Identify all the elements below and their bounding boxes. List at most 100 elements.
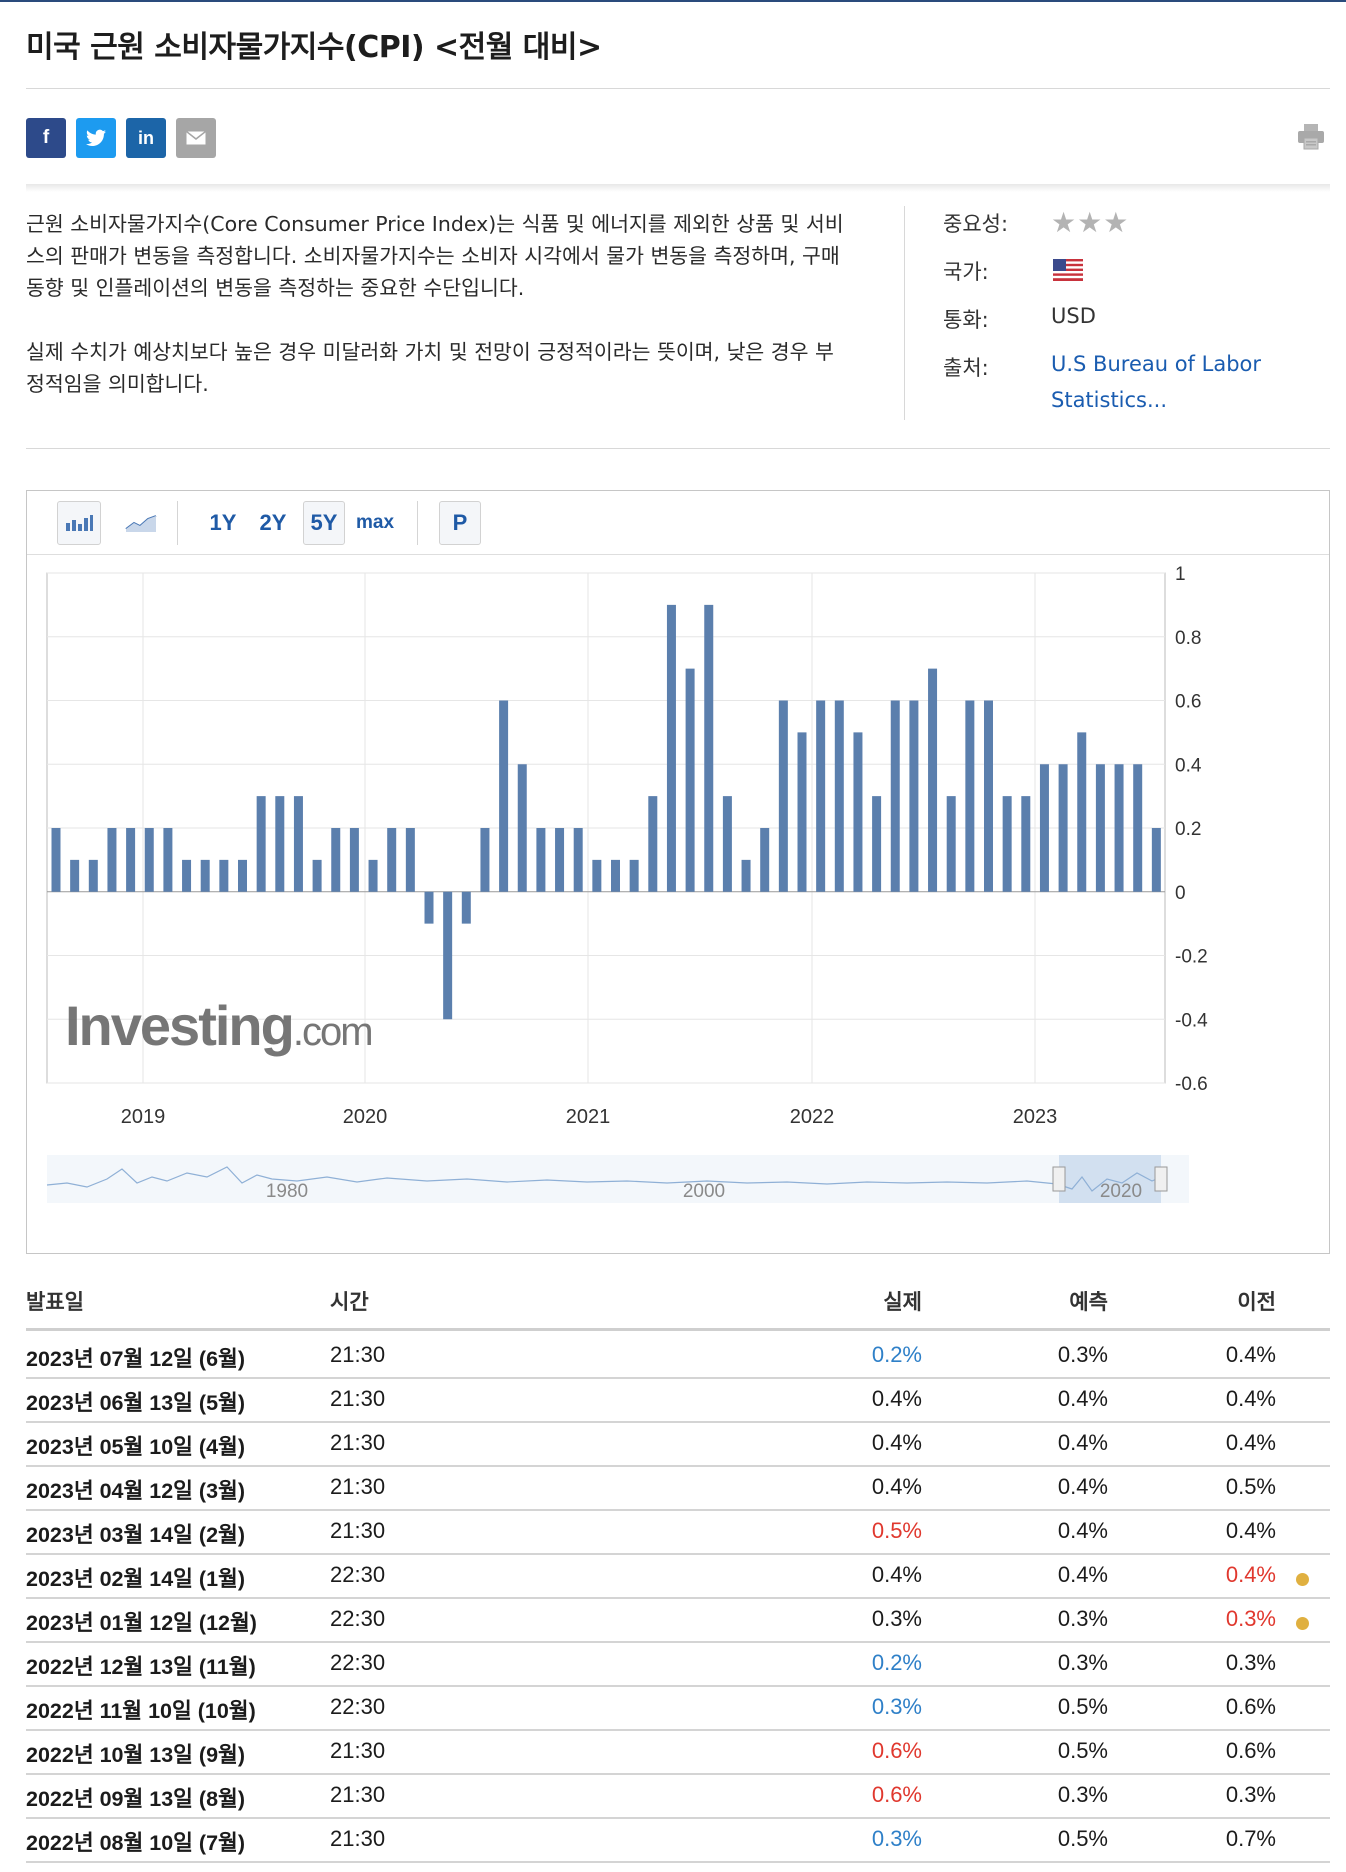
release-time-cell: 22:30 (330, 1694, 386, 1719)
bar[interactable] (965, 700, 975, 892)
bars (51, 604, 1161, 1020)
bar[interactable] (219, 859, 229, 892)
bar[interactable] (592, 859, 602, 892)
bar[interactable] (517, 764, 527, 892)
bar[interactable] (256, 796, 266, 892)
bar[interactable] (200, 859, 210, 892)
bar[interactable] (368, 859, 378, 892)
bar[interactable] (182, 859, 192, 892)
bar[interactable] (834, 700, 844, 892)
bar[interactable] (107, 828, 117, 892)
bar[interactable] (741, 859, 751, 892)
source-link-line: U.S Bureau of Labor (1051, 352, 1262, 376)
bar[interactable] (1058, 764, 1068, 892)
facebook-share-button[interactable]: f (26, 118, 66, 158)
bar[interactable] (778, 700, 788, 892)
toolbar-separator (417, 501, 418, 545)
previous-value-cell: 0.6% (1225, 1694, 1276, 1719)
bar[interactable] (238, 859, 247, 892)
bar[interactable] (443, 891, 453, 1020)
bar[interactable] (88, 859, 98, 892)
navigator-year-label: 1980 (266, 1181, 308, 1202)
bar-chart-button[interactable] (57, 501, 101, 545)
bar[interactable] (872, 796, 882, 892)
range-1y-button[interactable]: 1Y (209, 510, 237, 535)
navigator-handle-left[interactable] (1052, 1166, 1066, 1192)
bar[interactable] (424, 891, 434, 924)
range-max-button[interactable]: max (355, 512, 395, 533)
bar[interactable] (984, 700, 993, 892)
bar[interactable] (1021, 796, 1031, 892)
bar[interactable] (1039, 764, 1049, 892)
printer-icon[interactable] (1296, 122, 1326, 152)
revised-indicator-icon[interactable] (1296, 1617, 1309, 1630)
bar[interactable] (685, 668, 695, 892)
bar[interactable] (1095, 764, 1105, 892)
source-link[interactable]: U.S Bureau of Labor Statistics... (1051, 346, 1261, 418)
p-button[interactable]: P (439, 501, 481, 545)
bar[interactable] (629, 859, 639, 892)
revised-indicator-icon[interactable] (1296, 1573, 1309, 1586)
bar[interactable] (349, 828, 359, 892)
bar[interactable] (163, 828, 173, 892)
bar[interactable] (51, 828, 61, 892)
y-tick-label: -0.2 (1175, 947, 1208, 968)
bar[interactable] (480, 828, 490, 892)
linkedin-share-button[interactable]: in (126, 118, 166, 158)
bar[interactable] (890, 700, 900, 892)
bar[interactable] (1077, 732, 1087, 892)
email-share-button[interactable] (176, 118, 216, 158)
bar[interactable] (722, 796, 732, 892)
bar[interactable] (704, 604, 714, 892)
range-2y-button[interactable]: 2Y (259, 510, 287, 535)
bar[interactable] (70, 859, 80, 892)
col-header-forecast[interactable]: 예측 (1069, 1290, 1108, 1314)
bar[interactable] (797, 732, 807, 892)
bar[interactable] (666, 604, 676, 892)
col-header-previous[interactable]: 이전 (1237, 1290, 1276, 1314)
bar[interactable] (928, 668, 938, 892)
bar[interactable] (312, 859, 322, 892)
bar[interactable] (461, 891, 471, 924)
bar[interactable] (144, 828, 154, 892)
bar[interactable] (648, 796, 658, 892)
release-time-cell: 22:30 (330, 1562, 386, 1587)
twitter-share-button[interactable] (76, 118, 116, 158)
bar[interactable] (536, 828, 546, 892)
bar[interactable] (946, 796, 956, 892)
email-icon (186, 131, 206, 145)
bar[interactable] (1114, 764, 1124, 892)
bar[interactable] (126, 828, 136, 892)
bar[interactable] (293, 796, 303, 892)
indicator-description: 근원 소비자물가지수(Core Consumer Price Index)는 식… (26, 208, 846, 400)
col-header-actual[interactable]: 실제 (883, 1290, 922, 1314)
bar[interactable] (499, 700, 509, 892)
navigator-handle-right[interactable] (1154, 1166, 1168, 1192)
bar[interactable] (573, 828, 583, 892)
line-chart-button[interactable] (119, 501, 163, 545)
bar[interactable] (611, 859, 620, 892)
col-header-time[interactable]: 시간 (330, 1290, 369, 1314)
currency-label: 통화: (943, 308, 989, 332)
bar[interactable] (909, 700, 919, 892)
bar[interactable] (1151, 828, 1161, 892)
bar[interactable] (1133, 764, 1143, 892)
bar[interactable] (760, 828, 770, 892)
bar[interactable] (331, 828, 341, 892)
row-divider (26, 1641, 1330, 1643)
bar[interactable] (405, 828, 415, 892)
bar[interactable] (816, 700, 826, 892)
row-divider (26, 1553, 1330, 1555)
previous-value-cell: 0.4% (1225, 1518, 1276, 1543)
bar[interactable] (555, 828, 565, 892)
bar[interactable] (1002, 796, 1012, 892)
row-divider (26, 1685, 1330, 1687)
bar[interactable] (387, 828, 397, 892)
bar[interactable] (853, 732, 863, 892)
importance-stars: ★★★ (1051, 206, 1130, 239)
col-header-date[interactable]: 발표일 (26, 1290, 84, 1314)
range-navigator[interactable]: 1980 2000 2020 (46, 1155, 1189, 1203)
x-tick-label: 2022 (790, 1106, 835, 1128)
bar[interactable] (275, 796, 285, 892)
range-5y-button[interactable]: 5Y (303, 501, 345, 545)
